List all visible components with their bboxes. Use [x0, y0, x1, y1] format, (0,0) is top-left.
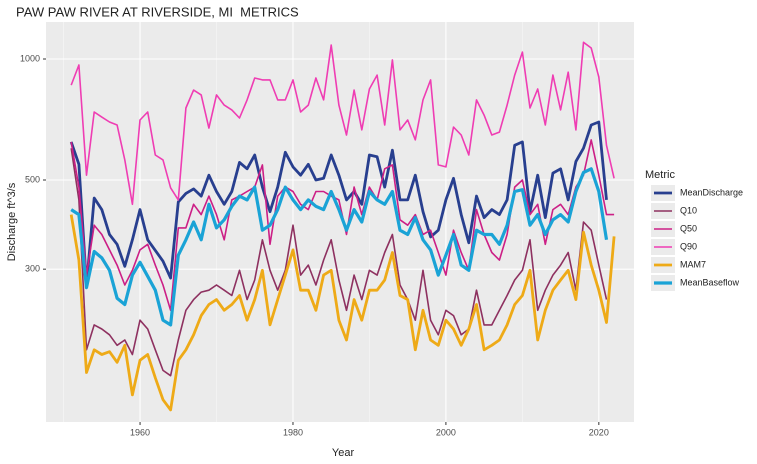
y-tick-label: 300 — [25, 264, 40, 274]
x-tick-label: 2000 — [436, 427, 456, 437]
chart-title: PAW PAW RIVER AT RIVERSIDE, MI METRICS — [16, 4, 299, 19]
legend-label: Q10 — [680, 205, 697, 215]
x-tick-label: 1960 — [130, 427, 150, 437]
series-line — [70, 167, 609, 327]
legend-label: Q90 — [680, 241, 697, 251]
legend-label: MAM7 — [680, 259, 706, 269]
y-tick-label: 500 — [25, 174, 40, 184]
x-axis-label: Year — [332, 447, 355, 459]
legend-label: Q50 — [680, 223, 697, 233]
series-line — [70, 148, 608, 377]
x-tick-label: 1980 — [283, 427, 303, 437]
y-axis-label: Discharge ft^3/s — [6, 182, 18, 261]
series-line — [69, 120, 608, 287]
series-line — [69, 214, 616, 412]
y-tick-label: 1000 — [20, 53, 40, 63]
plot-background — [46, 22, 634, 422]
legend-label: MeanBaseflow — [680, 277, 740, 287]
legend-title: Metric — [645, 169, 675, 181]
x-tick-label: 2020 — [589, 427, 609, 437]
legend-label: MeanDischarge — [680, 187, 743, 197]
series-line — [70, 41, 615, 206]
